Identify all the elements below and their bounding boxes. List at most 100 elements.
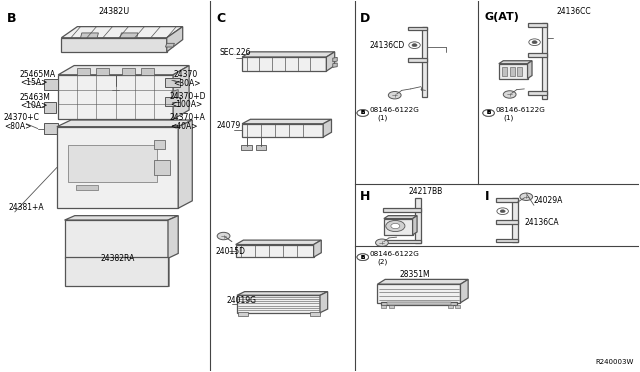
Bar: [44, 102, 56, 113]
Circle shape: [503, 91, 516, 98]
Polygon shape: [422, 28, 428, 97]
Polygon shape: [383, 240, 421, 243]
Text: <40A>: <40A>: [170, 122, 197, 131]
Text: 24370: 24370: [173, 70, 197, 79]
Bar: [389, 305, 394, 308]
Bar: [154, 160, 170, 175]
Polygon shape: [320, 292, 328, 313]
Polygon shape: [527, 61, 532, 78]
Polygon shape: [408, 58, 428, 62]
Polygon shape: [527, 53, 547, 57]
Text: 24029A: 24029A: [534, 196, 563, 205]
Text: <15A>: <15A>: [20, 78, 47, 87]
Text: 24381+A: 24381+A: [8, 203, 44, 212]
Circle shape: [386, 221, 405, 232]
Polygon shape: [173, 65, 189, 119]
Text: 24382RA: 24382RA: [100, 254, 135, 263]
Circle shape: [532, 41, 537, 44]
Bar: [70, 258, 75, 286]
Polygon shape: [408, 27, 428, 31]
Polygon shape: [495, 198, 518, 202]
Text: B: B: [486, 110, 491, 115]
Circle shape: [497, 208, 508, 215]
Polygon shape: [333, 63, 337, 67]
Bar: [76, 185, 99, 190]
Text: B: B: [360, 255, 365, 260]
Bar: [164, 258, 169, 286]
Text: B: B: [361, 110, 365, 115]
Polygon shape: [57, 127, 178, 208]
Text: 08146-6122G: 08146-6122G: [495, 107, 545, 113]
Text: <10A>: <10A>: [20, 101, 47, 110]
Polygon shape: [65, 257, 168, 286]
Text: B: B: [486, 110, 491, 115]
Circle shape: [357, 110, 369, 116]
Bar: [166, 97, 179, 106]
Bar: [44, 78, 58, 90]
Bar: [448, 305, 453, 308]
Text: 25465MA: 25465MA: [20, 70, 56, 78]
Bar: [241, 145, 252, 150]
Text: 24136CA: 24136CA: [524, 218, 559, 227]
Bar: [502, 67, 507, 76]
Polygon shape: [326, 52, 335, 71]
Bar: [456, 305, 461, 308]
Polygon shape: [61, 27, 182, 38]
Text: <80A>: <80A>: [4, 122, 31, 131]
Polygon shape: [65, 220, 168, 258]
Polygon shape: [236, 240, 321, 244]
Polygon shape: [168, 216, 178, 258]
Text: 24015D: 24015D: [216, 247, 246, 256]
Circle shape: [500, 210, 505, 213]
Polygon shape: [381, 302, 458, 305]
Bar: [140, 258, 145, 286]
Bar: [44, 123, 58, 135]
Bar: [68, 145, 157, 182]
Text: R240003W: R240003W: [596, 359, 634, 365]
Polygon shape: [57, 120, 192, 127]
Text: <100A>: <100A>: [170, 100, 202, 109]
Polygon shape: [61, 38, 167, 52]
Circle shape: [357, 254, 369, 260]
Circle shape: [483, 110, 494, 116]
Bar: [256, 145, 266, 150]
Bar: [166, 78, 179, 87]
Polygon shape: [383, 208, 421, 212]
Text: 24136CD: 24136CD: [370, 41, 405, 49]
Text: 24370+A: 24370+A: [170, 113, 206, 122]
Polygon shape: [499, 61, 532, 64]
Polygon shape: [242, 124, 323, 137]
Text: B: B: [361, 255, 365, 260]
Text: 24136CC: 24136CC: [556, 7, 591, 16]
Bar: [166, 120, 179, 130]
Bar: [387, 302, 451, 305]
Polygon shape: [166, 43, 174, 47]
Polygon shape: [242, 57, 326, 71]
Polygon shape: [378, 279, 468, 284]
Bar: [381, 305, 387, 308]
Polygon shape: [495, 220, 518, 224]
Circle shape: [391, 224, 400, 229]
Polygon shape: [378, 284, 461, 303]
Circle shape: [529, 39, 540, 45]
Bar: [116, 258, 122, 286]
Text: (2): (2): [378, 259, 388, 265]
Circle shape: [409, 42, 420, 48]
Polygon shape: [333, 57, 337, 62]
Bar: [154, 140, 166, 149]
Polygon shape: [542, 23, 547, 99]
Circle shape: [483, 110, 494, 116]
Polygon shape: [120, 33, 138, 38]
Bar: [141, 68, 154, 75]
Polygon shape: [499, 64, 527, 78]
Polygon shape: [242, 52, 335, 57]
Polygon shape: [461, 279, 468, 303]
Polygon shape: [81, 33, 99, 38]
Bar: [129, 258, 134, 286]
Text: 25463M: 25463M: [20, 93, 51, 102]
Bar: [97, 68, 109, 75]
Polygon shape: [511, 198, 518, 242]
Text: 24382U: 24382U: [99, 7, 130, 16]
Polygon shape: [495, 238, 518, 242]
Polygon shape: [178, 120, 192, 208]
